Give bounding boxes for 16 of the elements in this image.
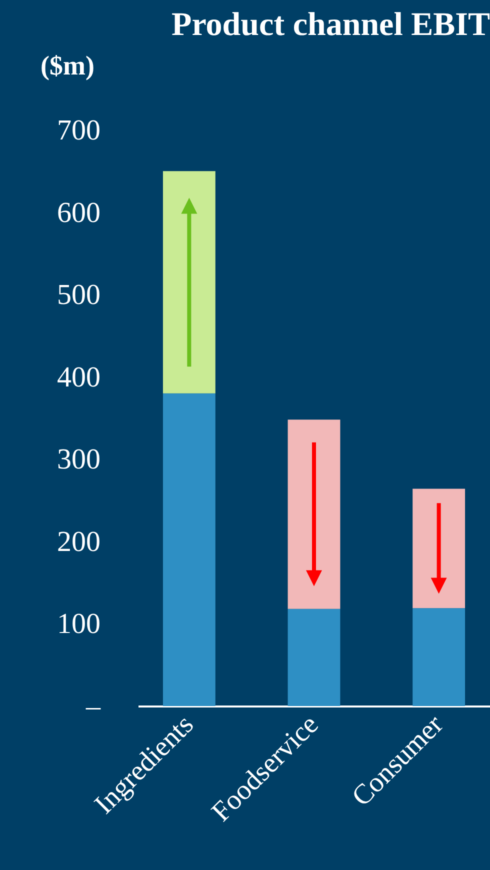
y-tick-label: 100 <box>57 608 100 640</box>
y-tick-label: 300 <box>57 444 100 476</box>
y-tick-label: 700 <box>57 114 100 146</box>
bar <box>288 608 340 706</box>
y-tick-label: 600 <box>57 196 100 229</box>
y-tick-label: 400 <box>57 361 100 394</box>
bar <box>162 171 216 394</box>
bar <box>288 420 340 609</box>
bar <box>412 608 466 706</box>
bar <box>162 393 216 706</box>
y-axis-title: ($m) <box>40 50 94 80</box>
y-tick-label: 500 <box>57 279 100 312</box>
y-tick-label: – <box>85 690 101 722</box>
y-tick-label: 200 <box>57 526 100 558</box>
chart-title: Product channel EBIT <box>172 7 490 43</box>
bar <box>412 488 466 608</box>
